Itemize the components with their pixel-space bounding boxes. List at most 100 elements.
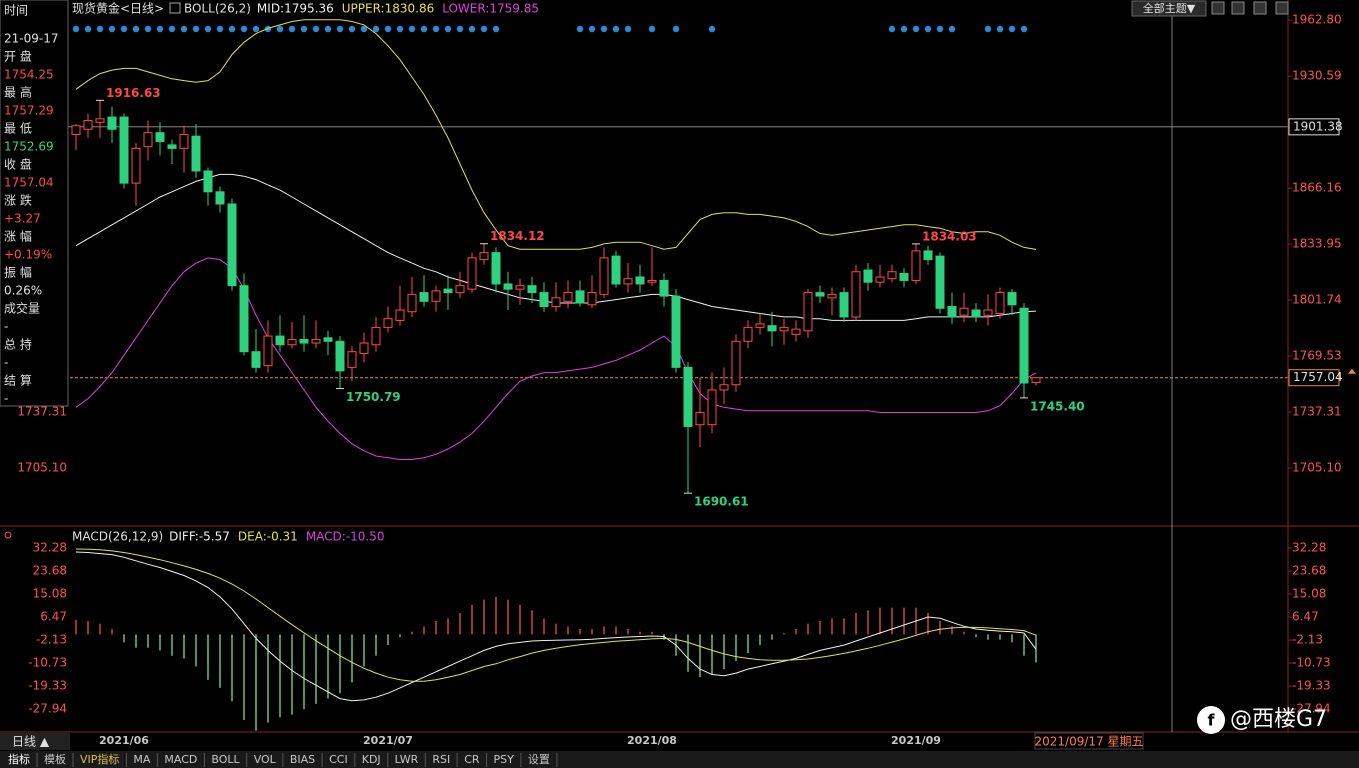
signal-dot <box>372 25 380 33</box>
signal-dot <box>912 25 920 33</box>
signal-dot <box>288 25 296 33</box>
toolbar-tab[interactable]: VOL <box>254 753 277 766</box>
y-tick-label-left: 32.28 <box>33 541 67 555</box>
watermark-icon-glyph: f <box>1208 711 1216 730</box>
candle-body <box>551 297 561 308</box>
y-tick-label: 1930.59 <box>1292 69 1342 83</box>
annotation-label: 1834.12 <box>490 229 545 243</box>
tool-icon[interactable] <box>1231 1 1245 15</box>
toolbar-tab[interactable]: 模板 <box>44 752 66 766</box>
signal-dot <box>888 25 896 33</box>
toolbar-tab[interactable]: BOLL <box>211 753 240 766</box>
y-tick-label: 1769.53 <box>1292 349 1342 363</box>
candle-body <box>1007 292 1017 306</box>
y-tick-label: -27.94 <box>1292 702 1331 716</box>
annotation-label: 1916.63 <box>106 86 161 100</box>
candle-body <box>911 250 921 281</box>
y-tick-label-left: -27.94 <box>28 702 67 716</box>
candle-body <box>191 135 201 172</box>
candle-body <box>479 252 489 261</box>
period-label[interactable]: 日线 ▲ <box>12 735 50 749</box>
signal-dot <box>228 25 236 33</box>
indicator-icon <box>169 2 181 14</box>
toolbar-tab[interactable]: MACD <box>164 753 197 766</box>
y-tick-label: 32.28 <box>1292 541 1326 555</box>
candle-body <box>215 191 225 205</box>
y-tick-label: 1705.10 <box>1292 460 1342 474</box>
sidebar-value: 1757.04 <box>4 176 54 190</box>
theme-button-label[interactable]: 全部主题▼ <box>1143 1 1196 15</box>
candle-body <box>815 292 825 297</box>
candle-body <box>95 118 105 123</box>
theme-button[interactable] <box>1131 0 1207 17</box>
candle-body <box>407 293 417 313</box>
candle-body <box>335 340 345 372</box>
candle-body <box>671 295 681 368</box>
watermark-icon <box>1197 706 1225 734</box>
toolbar-tab[interactable]: LWR <box>395 753 419 766</box>
macd-title: MACD(26,12,9) <box>72 530 163 544</box>
y-tick-label: -2.13 <box>1292 633 1323 647</box>
signal-dot <box>108 25 116 33</box>
sidebar-label: 成交量 <box>4 301 40 316</box>
legend-entry: UPPER:1830.86 <box>342 2 434 16</box>
y-tick-label-left: 6.47 <box>40 610 67 624</box>
toolbar <box>0 751 1359 768</box>
signal-dot <box>324 25 332 33</box>
candle-body <box>695 412 705 426</box>
candle-body <box>275 335 285 346</box>
candle-body <box>503 283 513 290</box>
candle-body <box>515 285 525 290</box>
toolbar-tab[interactable]: KDJ <box>362 753 381 766</box>
signal-dot <box>312 25 320 33</box>
sidebar-label: 时间 <box>4 4 28 18</box>
candle-body <box>851 271 861 318</box>
candle-body <box>167 144 177 149</box>
candle-body <box>791 328 801 335</box>
signal-dot <box>348 25 356 33</box>
toolbar-tab[interactable]: MA <box>133 753 150 766</box>
candle-body <box>359 342 369 354</box>
cursor-date-box <box>1034 732 1144 750</box>
toolbar-tab[interactable]: VIP指标 <box>80 752 119 766</box>
signal-dot <box>444 25 452 33</box>
signal-dot <box>180 25 188 33</box>
toolbar-tab[interactable]: RSI <box>432 753 450 766</box>
y-tick-label: 1866.16 <box>1292 181 1342 195</box>
y-tick-label-left: 1705.10 <box>17 460 67 474</box>
signal-dot <box>708 25 716 33</box>
y-tick-label-left: 15.08 <box>33 587 67 601</box>
sidebar-value: 1757.29 <box>4 104 54 118</box>
candle-body <box>131 147 141 184</box>
legend-entry: MID:1795.36 <box>257 2 334 16</box>
watermark: f @西楼G7 <box>1197 706 1327 734</box>
last-price-arrow <box>1348 368 1356 374</box>
toolbar-tab[interactable]: CR <box>464 753 480 766</box>
x-tick-label: 2021/09 <box>891 734 941 747</box>
toolbar-tab[interactable]: 指标 <box>8 752 30 766</box>
candle-body <box>767 325 777 332</box>
candle-body <box>875 276 885 283</box>
candle-body <box>527 285 537 294</box>
toolbar-tab[interactable]: CCI <box>329 753 348 766</box>
tool-icon[interactable] <box>1275 1 1289 15</box>
signal-dot <box>948 25 956 33</box>
candle-body <box>863 269 873 283</box>
candle-body <box>431 290 441 302</box>
y-tick-label: 1737.31 <box>1292 405 1342 419</box>
toolbar-tab[interactable]: BIAS <box>290 753 315 766</box>
tool-icon[interactable] <box>1253 1 1267 15</box>
sidebar-label: 结 算 <box>4 373 32 388</box>
candle-body <box>731 340 741 386</box>
sidebar-value: 0.26% <box>4 284 42 298</box>
candle-body <box>611 255 621 285</box>
toolbar-tab[interactable]: 设置 <box>528 753 550 766</box>
toolbar-tab[interactable]: PSY <box>494 753 515 766</box>
legend-entry: DEA:-0.31 <box>238 530 298 544</box>
period-button[interactable] <box>0 733 70 750</box>
signal-dot <box>252 25 260 33</box>
signal-dot <box>492 25 500 33</box>
tool-icon[interactable] <box>1211 1 1225 15</box>
signal-dot <box>132 25 140 33</box>
